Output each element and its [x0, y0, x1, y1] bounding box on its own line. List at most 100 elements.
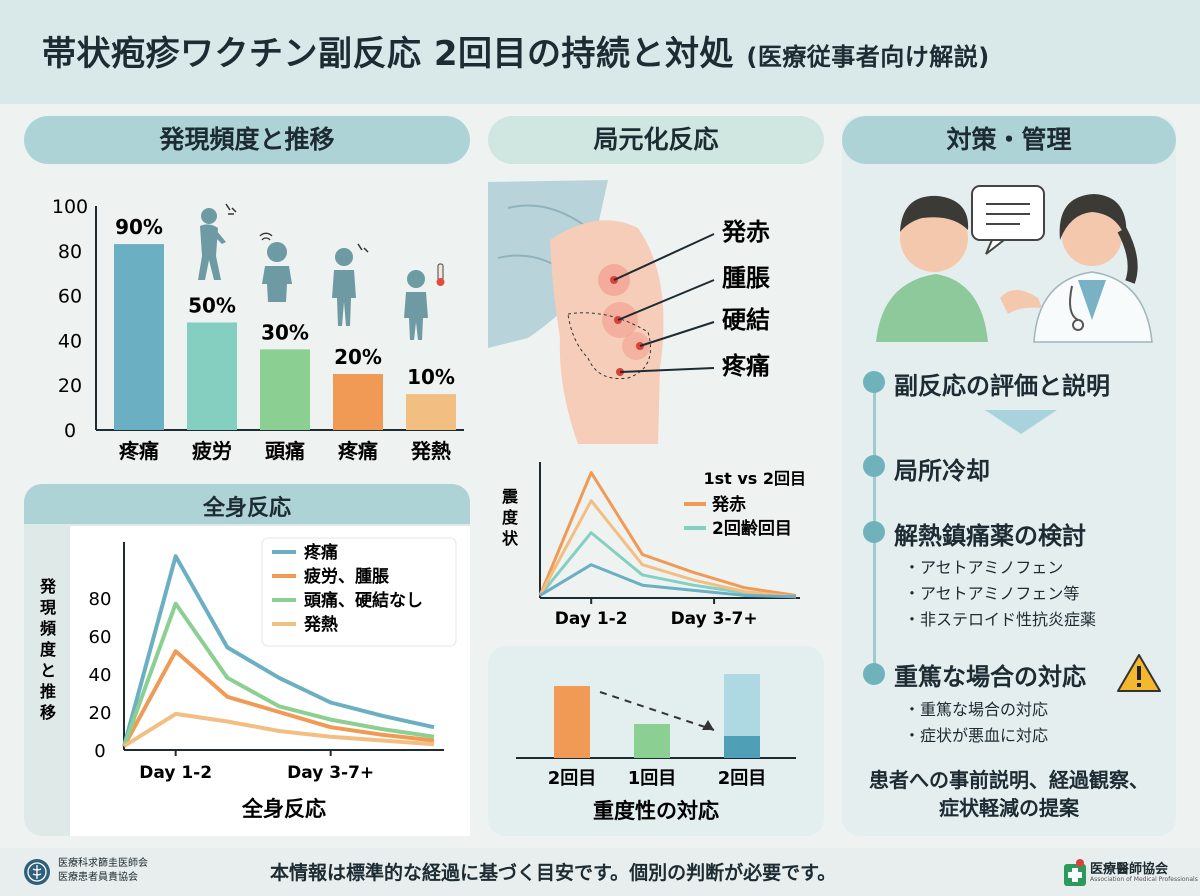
step-marker-2 [863, 455, 885, 477]
frequency-y-tick: 0 [64, 420, 76, 442]
severity-labels: 2回目 1回目 2回目 [548, 768, 767, 789]
analgesic-item-3: ・非ステロイド性抗炎症薬 [904, 610, 1097, 629]
comparison-ylabel: 震度状 [501, 487, 519, 548]
management-summary-line2: 症状軽減の提案 [939, 796, 1079, 820]
systemic-y-tick: 0 [94, 741, 105, 762]
footer-bar [0, 848, 1200, 896]
doctor-icon [1000, 194, 1153, 343]
frequency-y-tick: 100 [52, 196, 88, 218]
footer-notice: 本情報は標準的な経過に基づく目安です。個別の判断が必要です。 [270, 862, 837, 884]
frequency-heading-text: 発現頻度と推移 [159, 125, 335, 154]
arm-callout-label: 発赤 [721, 218, 770, 246]
step-analgesic-label: 解熱鎮痛薬の検討 [894, 522, 1086, 550]
systemic-series-line [122, 711, 435, 748]
comparison-x-ticks: Day 1-2 Day 3-7+ [555, 598, 758, 629]
comparison-line-chart: 震度状 Day 1-2 Day 3-7+ 1st vs 2回目 発赤 2回齢回目 [501, 462, 806, 629]
frequency-category-label: 疼痛 [338, 439, 378, 463]
step-marker-3 [863, 521, 885, 543]
severity-bar-chart: 2回目 1回目 2回目 重度性の対応 [516, 674, 796, 823]
management-summary-line1: 患者への事前説明、経過観察、 [869, 768, 1149, 792]
frequency-bars: 90% 疼痛 50% 疲労 30% 頭痛 20% 疼痛 10% 発熱 [114, 215, 456, 463]
severity-category-label: 2回目 [548, 768, 597, 789]
systemic-ylabel: 発現頻度と推移 [39, 577, 57, 722]
systemic-series-line [122, 649, 435, 748]
title-bar [0, 0, 1200, 104]
patient-icon [876, 195, 988, 342]
fever-person-icon [404, 263, 445, 340]
frequency-bar [260, 349, 310, 430]
severity-bar-inner [724, 736, 760, 758]
comparison-series-line [538, 499, 797, 599]
severe-item-2: ・症状が悪血に対応 [904, 726, 1049, 745]
comparison-series-line [539, 563, 797, 599]
comparison-ylabel-char: 度 [502, 508, 519, 527]
headache-person-icon [259, 232, 292, 302]
frequency-bar [114, 244, 164, 430]
title-text: 帯状疱疹ワクチン副反応 2回目の持続と対処 [42, 34, 734, 74]
arm-callout-label: 疼痛 [722, 352, 770, 380]
systemic-y-tick: 40 [89, 665, 112, 686]
footer-left-org: 医療科求篩圭医師会 医療患者員貴協会 [58, 857, 148, 885]
frequency-data-label: 90% [115, 215, 163, 239]
systemic-series-line [122, 601, 435, 747]
severity-category-label: 1回目 [628, 768, 677, 789]
systemic-legend-box [261, 537, 457, 647]
frequency-heading: 発現頻度と推移 [24, 116, 470, 164]
frequency-data-label: 10% [407, 365, 455, 389]
systemic-series-line [122, 554, 435, 747]
page-title: 帯状疱疹ワクチン副反応 2回目の持続と対処 (医療従事者向け解説) [42, 26, 990, 75]
severe-item-1: ・重篤な場合の対応 [904, 700, 1049, 719]
frequency-bar-chart: 100 80 60 40 20 0 90% 疼痛 50% 疲労 30% 頭痛 20% 疼痛 10% 発熱 [52, 196, 464, 463]
systemic-heading: 全身反応 [202, 496, 291, 521]
systemic-ylabel-char: 発 [39, 577, 57, 596]
consultation-illustration [876, 185, 1153, 343]
severity-bar [554, 686, 590, 758]
frequency-data-label: 50% [188, 293, 236, 317]
systemic-legend-label: 頭痛、硬結なし [304, 590, 423, 611]
frequency-y-tick: 40 [58, 330, 82, 352]
medical-cross-logo-icon [1064, 859, 1086, 886]
systemic-ylabel-char: 推 [40, 682, 56, 701]
fatigue-person-icon [198, 203, 237, 280]
systemic-legend-label: 疼痛 [304, 542, 338, 563]
comparison-title: 1st vs 2回目 [703, 469, 806, 488]
frequency-category-label: 疲労 [192, 439, 232, 463]
arm-callout-label: 腫脹 [722, 264, 770, 292]
step-marker-4 [863, 663, 885, 685]
systemic-x-ticks: Day 1-2 Day 3-7+ [139, 750, 374, 783]
medical-association-seal-icon [24, 859, 50, 885]
svg-text:発現頻度と推移: 発現頻度と推移 [39, 577, 57, 722]
systemic-x-tick-label: Day 3-7+ [287, 763, 374, 783]
local-heading-text: 局元化反応 [593, 125, 719, 154]
step-evaluation-label: 副反応の評価と説明 [894, 372, 1110, 400]
systemic-legend-label: 発熱 [303, 614, 338, 635]
management-heading-text: 対策・管理 [946, 125, 1072, 154]
arm-callout-line [613, 233, 715, 281]
severity-bars [554, 674, 760, 758]
footer-right-org: 医療醫師協会 [1090, 862, 1169, 877]
severity-category-label: 2回目 [718, 768, 767, 789]
frequency-bar [187, 322, 237, 430]
systemic-y-tick: 20 [89, 703, 112, 724]
arm-callout-label: 硬結 [722, 306, 770, 334]
analgesic-item-1: ・アセトアミノフェン [904, 558, 1064, 577]
systemic-ylabel-char: 頻 [40, 619, 56, 638]
comparison-ylabel-char: 震 [501, 487, 519, 506]
frequency-category-label: 発熱 [410, 439, 451, 463]
arm-callout-line [639, 321, 715, 347]
severity-bar [634, 724, 670, 758]
frequency-bar [333, 374, 383, 430]
systemic-legend-label: 疲労、腫脹 [304, 566, 389, 587]
severity-title: 重度性の対応 [593, 799, 719, 823]
footer-left-org-line1: 医療科求篩圭医師会 [58, 858, 148, 869]
comparison-x-tick-label: Day 3-7+ [671, 609, 758, 629]
frequency-data-label: 30% [261, 320, 309, 344]
frequency-bar [406, 394, 456, 430]
systemic-y-ticks: 80 60 40 20 0 [89, 589, 112, 762]
frequency-category-label: 疼痛 [119, 439, 159, 463]
management-down-arrow [985, 410, 1057, 434]
comparison-series-line [538, 471, 797, 597]
